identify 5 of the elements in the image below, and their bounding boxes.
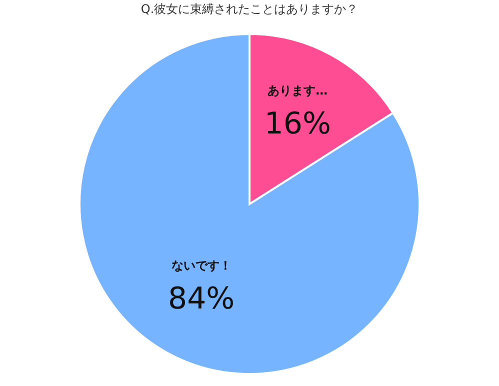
data-label: 16% bbox=[264, 106, 332, 142]
data-label: 84% bbox=[168, 282, 235, 317]
chart-title: Q.彼女に束縛されたことはありますか？ bbox=[140, 2, 358, 16]
slice-label: ないです！ bbox=[171, 258, 232, 273]
slice-label: あります… bbox=[268, 83, 328, 98]
